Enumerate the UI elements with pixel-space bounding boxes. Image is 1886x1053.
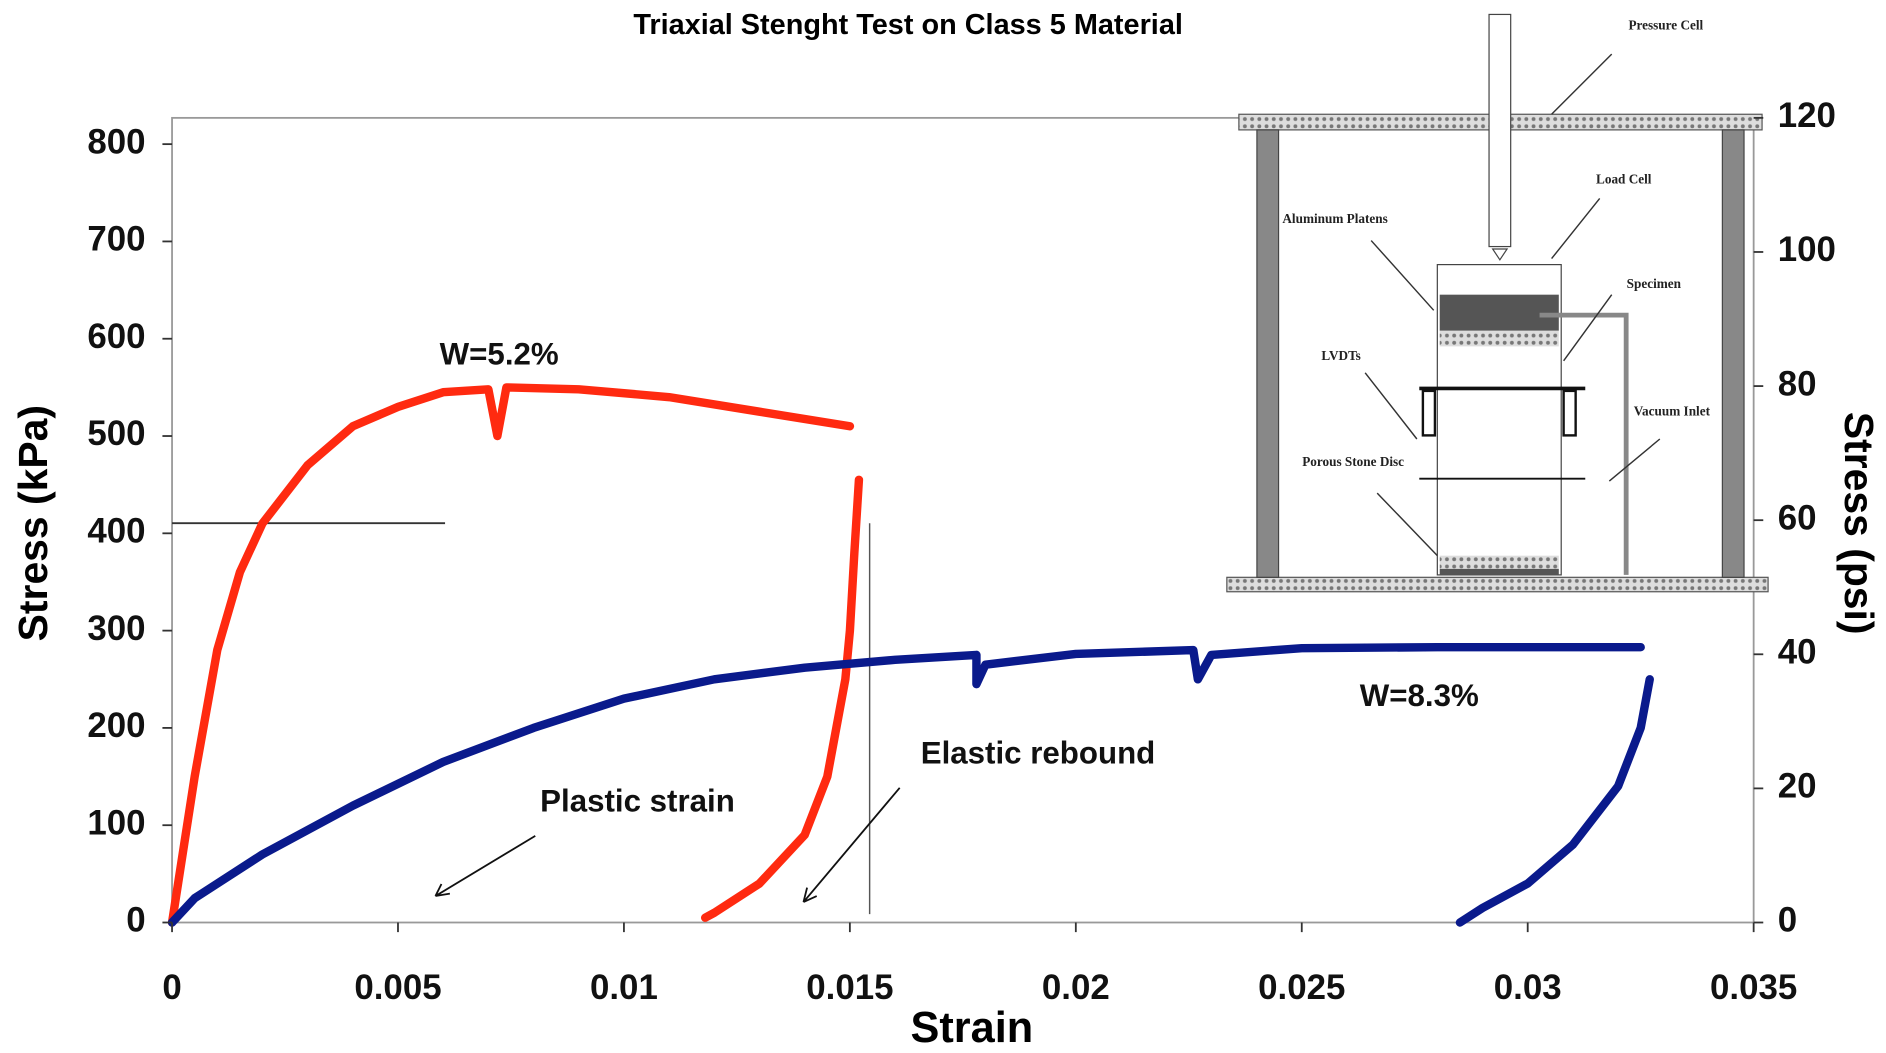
series-label: W=5.2%	[440, 336, 559, 371]
y2-tick-label: 40	[1778, 633, 1817, 672]
lvdt	[1423, 391, 1435, 436]
column	[1722, 130, 1744, 577]
y-tick-label: 400	[87, 512, 145, 551]
apparatus-diagram: Pressure Cell Load Cell Aluminum Platens…	[1227, 14, 1768, 591]
y2-tick-label: 60	[1778, 498, 1817, 537]
y-tick-label: 200	[87, 706, 145, 745]
series-line	[172, 387, 859, 922]
y2-tick-label: 0	[1778, 901, 1797, 940]
diagram-label: LVDTs	[1321, 348, 1360, 363]
diagram-label: Pressure Cell	[1628, 17, 1703, 32]
y-tick-label: 600	[87, 317, 145, 356]
diagram-label: Porous Stone Disc	[1302, 454, 1404, 469]
column	[1257, 130, 1279, 577]
diagram-label: Vacuum Inlet	[1634, 404, 1711, 419]
diagram-label: Specimen	[1627, 276, 1682, 291]
piston	[1489, 14, 1511, 246]
y-tick-label: 300	[87, 609, 145, 648]
platen	[1440, 569, 1559, 575]
chart-title: Triaxial Stenght Test on Class 5 Materia…	[633, 9, 1183, 41]
annotation-arrow	[435, 836, 535, 896]
x-tick-label: 0.015	[806, 968, 893, 1007]
y-tick-label: 700	[87, 220, 145, 259]
annotation: Elastic rebound	[921, 736, 1156, 771]
porous-disc	[1440, 331, 1559, 347]
y2-tick-label: 100	[1778, 230, 1836, 269]
chart: Triaxial Stenght Test on Class 5 Materia…	[0, 0, 1886, 1053]
porous-disc	[1440, 556, 1559, 569]
x-tick-label: 0.005	[354, 968, 441, 1007]
x-tick-label: 0.025	[1258, 968, 1345, 1007]
y-tick-label: 800	[87, 122, 145, 161]
y-tick-label: 100	[87, 803, 145, 842]
y-tick-label: 0	[126, 901, 145, 940]
y-axis-title: Stress (kPa)	[10, 405, 56, 641]
y2-tick-label: 120	[1778, 96, 1836, 135]
lvdt	[1564, 391, 1576, 436]
x-tick-label: 0	[162, 968, 181, 1007]
x-axis-title: Strain	[911, 1004, 1034, 1052]
y2-tick-label: 80	[1778, 364, 1817, 403]
page: {"chart_data": { "type": "line", "title"…	[0, 0, 1886, 1053]
y2-axis-title: Stress (psi)	[1836, 412, 1882, 635]
y-tick-label: 500	[87, 414, 145, 453]
x-tick-label: 0.01	[590, 968, 658, 1007]
series-label: W=8.3%	[1360, 678, 1479, 713]
x-tick-label: 0.02	[1042, 968, 1110, 1007]
data-layer	[172, 387, 1650, 922]
diagram-label: Aluminum Platens	[1282, 211, 1387, 226]
x-tick-label: 0.03	[1494, 968, 1562, 1007]
ball-seat	[1493, 249, 1507, 260]
base-plate	[1227, 577, 1768, 591]
y2-tick-label: 20	[1778, 767, 1817, 806]
annotation: Plastic strain	[540, 784, 735, 819]
diagram-label: Load Cell	[1596, 171, 1652, 186]
x-tick-label: 0.035	[1710, 968, 1797, 1007]
